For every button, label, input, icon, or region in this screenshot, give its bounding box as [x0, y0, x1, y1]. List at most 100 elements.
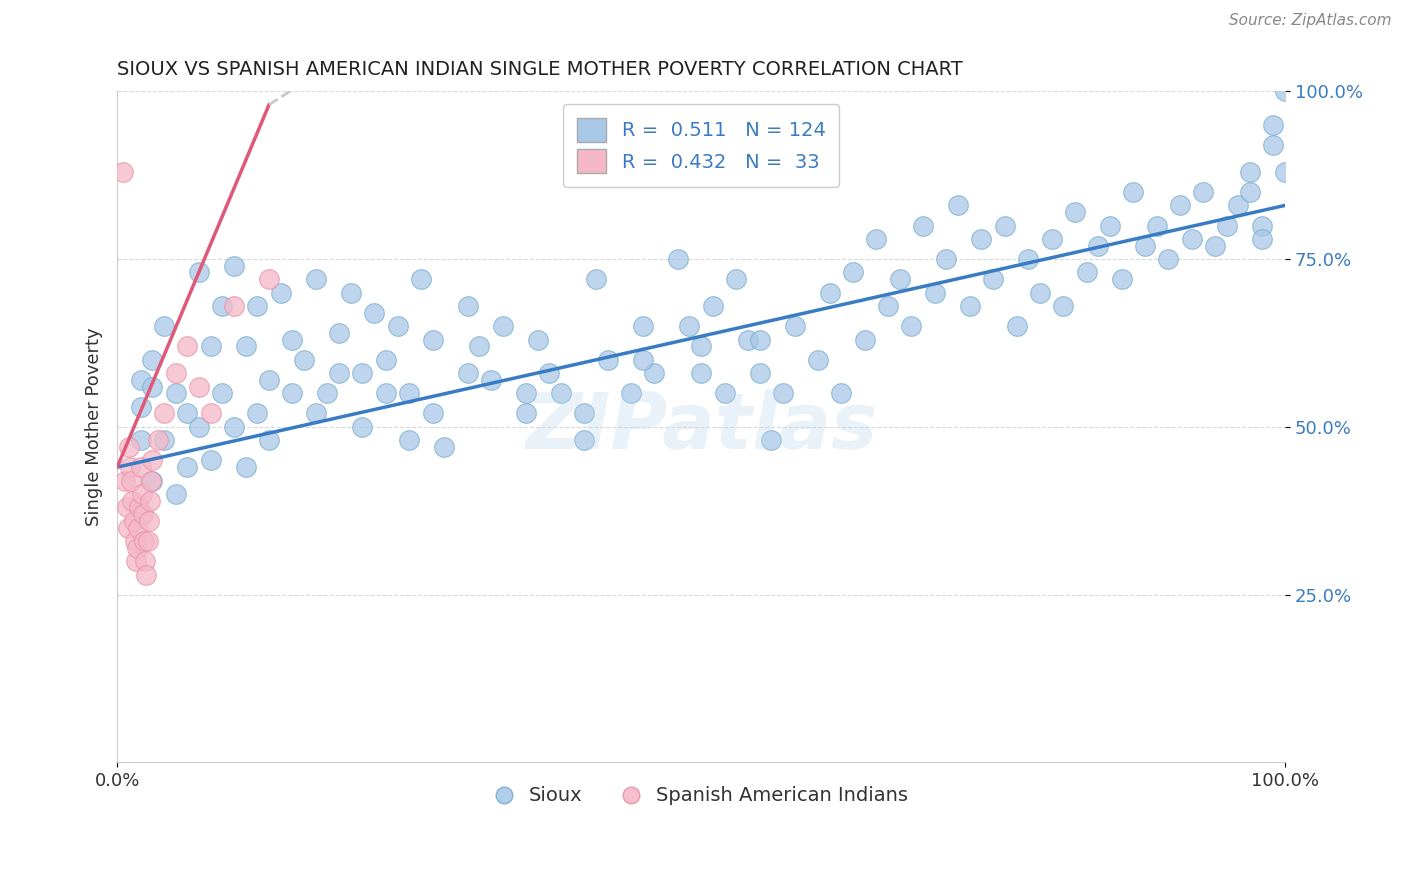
Point	[128, 500, 150, 515]
Point	[363, 306, 385, 320]
Point	[468, 339, 491, 353]
Point	[222, 299, 245, 313]
Point	[924, 285, 946, 300]
Point	[620, 386, 643, 401]
Point	[865, 232, 887, 246]
Point	[761, 434, 783, 448]
Point	[713, 386, 735, 401]
Point	[117, 520, 139, 534]
Point	[783, 319, 806, 334]
Point	[138, 514, 160, 528]
Point	[139, 493, 162, 508]
Point	[132, 507, 155, 521]
Point	[124, 533, 146, 548]
Point	[1250, 232, 1272, 246]
Point	[187, 265, 209, 279]
Point	[374, 352, 396, 367]
Point	[526, 333, 548, 347]
Point	[112, 165, 135, 179]
Point	[211, 386, 233, 401]
Point	[387, 319, 409, 334]
Point	[398, 386, 420, 401]
Point	[1064, 205, 1087, 219]
Point	[1122, 185, 1144, 199]
Point	[1216, 219, 1239, 233]
Point	[200, 407, 222, 421]
Point	[141, 352, 163, 367]
Point	[165, 487, 187, 501]
Point	[281, 386, 304, 401]
Point	[132, 533, 155, 548]
Point	[1181, 232, 1204, 246]
Point	[994, 219, 1017, 233]
Point	[187, 379, 209, 393]
Point	[270, 285, 292, 300]
Point	[643, 366, 665, 380]
Point	[292, 352, 315, 367]
Point	[118, 460, 141, 475]
Point	[257, 272, 280, 286]
Point	[1274, 84, 1296, 98]
Y-axis label: Single Mother Poverty: Single Mother Poverty	[86, 327, 103, 526]
Point	[153, 407, 176, 421]
Point	[491, 319, 513, 334]
Point	[305, 407, 328, 421]
Point	[1005, 319, 1028, 334]
Point	[122, 514, 145, 528]
Point	[737, 333, 759, 347]
Point	[690, 339, 713, 353]
Point	[981, 272, 1004, 286]
Point	[153, 434, 176, 448]
Point	[959, 299, 981, 313]
Point	[422, 407, 444, 421]
Point	[211, 299, 233, 313]
Point	[515, 386, 537, 401]
Point	[1250, 219, 1272, 233]
Point	[141, 474, 163, 488]
Point	[120, 474, 142, 488]
Point	[422, 333, 444, 347]
Legend: Sioux, Spanish American Indians: Sioux, Spanish American Indians	[486, 779, 917, 814]
Point	[139, 474, 162, 488]
Point	[1239, 165, 1261, 179]
Point	[339, 285, 361, 300]
Point	[135, 567, 157, 582]
Point	[200, 339, 222, 353]
Text: SIOUX VS SPANISH AMERICAN INDIAN SINGLE MOTHER POVERTY CORRELATION CHART: SIOUX VS SPANISH AMERICAN INDIAN SINGLE …	[117, 60, 963, 78]
Point	[1168, 198, 1191, 212]
Point	[141, 379, 163, 393]
Point	[129, 434, 152, 448]
Point	[678, 319, 700, 334]
Point	[1029, 285, 1052, 300]
Point	[257, 373, 280, 387]
Point	[748, 366, 770, 380]
Point	[912, 219, 935, 233]
Point	[1146, 219, 1168, 233]
Point	[550, 386, 572, 401]
Point	[935, 252, 957, 266]
Point	[807, 352, 830, 367]
Point	[515, 407, 537, 421]
Point	[631, 319, 654, 334]
Point	[165, 386, 187, 401]
Point	[772, 386, 794, 401]
Point	[134, 554, 156, 568]
Point	[129, 460, 152, 475]
Point	[889, 272, 911, 286]
Point	[121, 493, 143, 508]
Point	[176, 339, 198, 353]
Point	[374, 386, 396, 401]
Point	[900, 319, 922, 334]
Point	[1263, 118, 1285, 132]
Point	[853, 333, 876, 347]
Point	[1263, 138, 1285, 153]
Point	[830, 386, 852, 401]
Point	[235, 460, 257, 475]
Point	[352, 366, 374, 380]
Point	[538, 366, 561, 380]
Point	[125, 554, 148, 568]
Point	[398, 434, 420, 448]
Point	[176, 407, 198, 421]
Point	[1239, 185, 1261, 199]
Point	[970, 232, 993, 246]
